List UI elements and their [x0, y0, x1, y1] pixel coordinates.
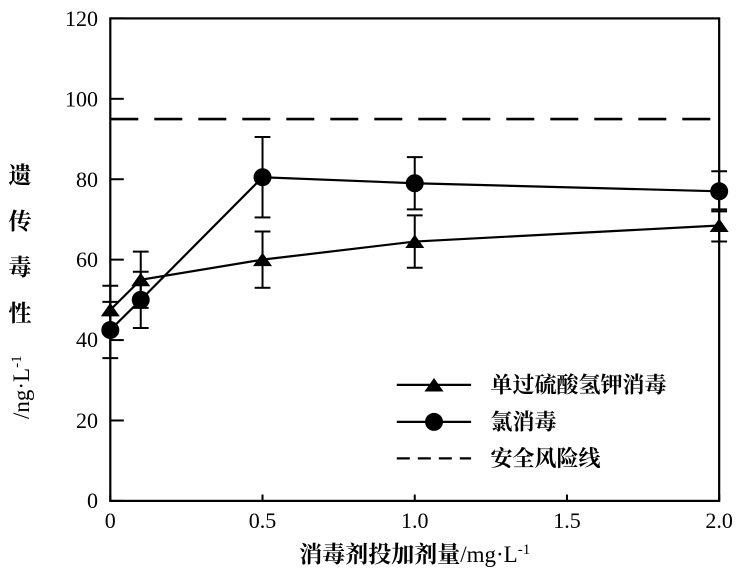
- svg-text:60: 60: [76, 247, 98, 272]
- svg-text:20: 20: [76, 408, 98, 433]
- svg-text:2.0: 2.0: [705, 508, 733, 533]
- svg-text:40: 40: [76, 327, 98, 352]
- svg-text:0.5: 0.5: [249, 508, 277, 533]
- svg-text:/ng·L-1: /ng·L-1: [9, 355, 34, 419]
- svg-text:1.5: 1.5: [553, 508, 581, 533]
- svg-text:1.0: 1.0: [401, 508, 429, 533]
- svg-text:80: 80: [76, 167, 98, 192]
- svg-text:0: 0: [87, 488, 98, 513]
- svg-text:120: 120: [65, 6, 98, 31]
- svg-text:氯消毒: 氯消毒: [491, 410, 557, 435]
- svg-text:单过硫酸氢钾消毒: 单过硫酸氢钾消毒: [491, 373, 667, 398]
- svg-text:安全风险线: 安全风险线: [491, 446, 601, 471]
- svg-text:性: 性: [9, 301, 32, 326]
- svg-text:0: 0: [105, 508, 116, 533]
- svg-text:传: 传: [9, 209, 32, 234]
- svg-text:100: 100: [65, 87, 98, 112]
- svg-text:遗: 遗: [9, 163, 32, 188]
- svg-text:消毒剂投加剂量/mg·L-1: 消毒剂投加剂量/mg·L-1: [299, 542, 530, 567]
- svg-text:毒: 毒: [9, 255, 32, 280]
